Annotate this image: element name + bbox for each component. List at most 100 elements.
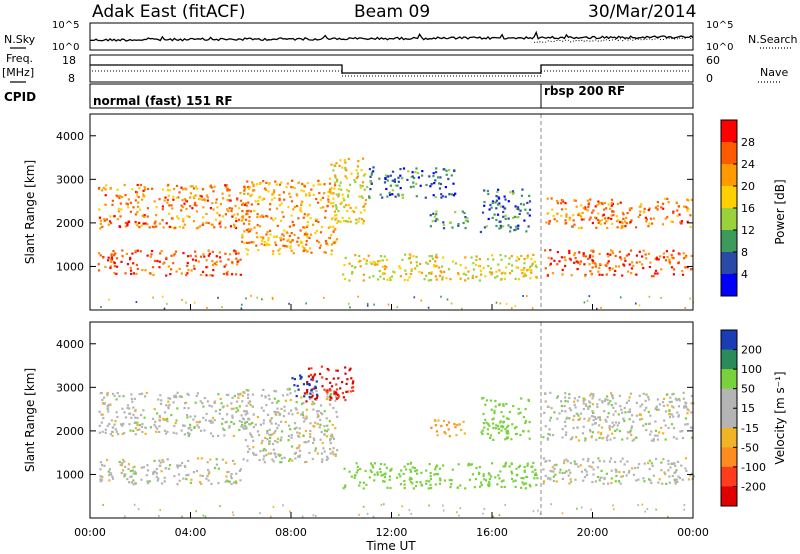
echo-cell	[202, 405, 205, 408]
echo-cell	[236, 198, 239, 201]
echo-cell	[278, 454, 281, 457]
echo-cell	[409, 470, 412, 473]
echo-cell	[428, 255, 431, 258]
echo-cell	[372, 515, 375, 518]
echo-cell	[193, 267, 196, 270]
echo-cell	[604, 418, 607, 422]
echo-cell	[644, 216, 647, 219]
echo-cell	[325, 377, 328, 381]
echo-cell	[308, 383, 311, 386]
echo-cell	[496, 275, 499, 278]
echo-cell	[306, 236, 309, 239]
echo-cell	[211, 223, 214, 226]
echo-cell	[197, 260, 200, 263]
echo-cell	[439, 477, 442, 480]
echo-cell	[316, 452, 319, 455]
echo-cell	[272, 235, 276, 238]
echo-cell	[249, 403, 252, 406]
echo-cell	[311, 394, 314, 397]
echo-cell	[265, 214, 268, 218]
echo-cell	[249, 194, 252, 197]
echo-cell	[235, 226, 238, 230]
echo-cell	[381, 196, 384, 199]
echo-cell	[250, 228, 253, 231]
echo-cell	[457, 223, 460, 226]
echo-cell	[525, 274, 528, 277]
echo-cell	[462, 221, 465, 225]
echo-cell	[104, 431, 107, 434]
echo-cell	[656, 272, 659, 275]
echo-cell	[106, 458, 109, 462]
echo-cell	[218, 251, 221, 254]
echo-cell	[517, 224, 520, 227]
echo-cell	[531, 262, 534, 265]
echo-cell	[309, 429, 312, 432]
velocity-colorbar-label: Velocity [m s⁻¹]	[773, 371, 787, 464]
echo-cell	[222, 427, 225, 430]
noise-left-tick-bottom: 10^0	[52, 42, 79, 53]
echo-cell	[610, 201, 613, 204]
echo-cell	[233, 462, 236, 465]
echo-cell	[385, 266, 388, 269]
echo-cell	[176, 215, 179, 218]
echo-cell	[140, 414, 143, 417]
echo-cell	[326, 455, 329, 458]
echo-cell	[368, 476, 371, 479]
echo-cell	[508, 410, 511, 414]
echo-cell	[383, 255, 386, 258]
echo-cell	[241, 233, 244, 237]
echo-cell	[657, 481, 660, 484]
echo-cell	[435, 210, 438, 213]
echo-cell	[273, 410, 276, 413]
echo-cell	[683, 257, 686, 260]
date-label: 30/Mar/2014	[588, 2, 696, 22]
echo-cell	[495, 218, 498, 222]
echo-cell	[260, 242, 263, 245]
echo-cell	[672, 268, 676, 271]
echo-cell	[187, 473, 190, 476]
echo-cell	[410, 512, 412, 515]
echo-cell	[348, 183, 352, 186]
colorbar-tick-label: 20	[741, 180, 755, 193]
echo-cell	[499, 224, 502, 227]
echo-cell	[210, 405, 213, 408]
echo-cell	[437, 419, 440, 422]
echo-cell	[230, 407, 233, 410]
echo-cell	[323, 183, 326, 186]
echo-cell	[370, 173, 373, 176]
echo-cell	[168, 189, 171, 192]
echo-cell	[260, 442, 263, 445]
echo-cell	[141, 198, 144, 201]
echo-cell	[645, 220, 648, 223]
echo-cell	[293, 187, 296, 190]
echo-cell	[527, 398, 530, 401]
echo-cell	[442, 464, 445, 467]
echo-cell	[248, 216, 251, 219]
echo-cell	[316, 410, 319, 413]
echo-cell	[660, 469, 663, 472]
echo-cell	[270, 515, 272, 518]
echo-cell	[289, 241, 293, 244]
echo-cell	[502, 215, 505, 218]
echo-cell	[252, 426, 255, 429]
echo-cell	[672, 427, 676, 430]
echo-cell	[107, 259, 110, 262]
echo-cell	[409, 272, 413, 276]
echo-cell	[365, 483, 368, 486]
echo-cell	[389, 174, 392, 177]
echo-cell	[528, 200, 532, 203]
echo-cell	[648, 478, 651, 481]
echo-cell	[334, 176, 337, 179]
echo-cell	[230, 209, 233, 213]
echo-cell	[580, 226, 583, 229]
echo-cell	[686, 220, 689, 223]
echo-cell	[146, 464, 149, 467]
echo-cell	[381, 265, 384, 268]
echo-cell	[673, 462, 676, 465]
echo-cell	[133, 397, 136, 400]
echo-cell	[309, 217, 312, 220]
echo-cell	[451, 468, 454, 471]
echo-cell	[269, 229, 272, 232]
echo-cell	[435, 465, 438, 469]
echo-cell	[207, 254, 210, 257]
